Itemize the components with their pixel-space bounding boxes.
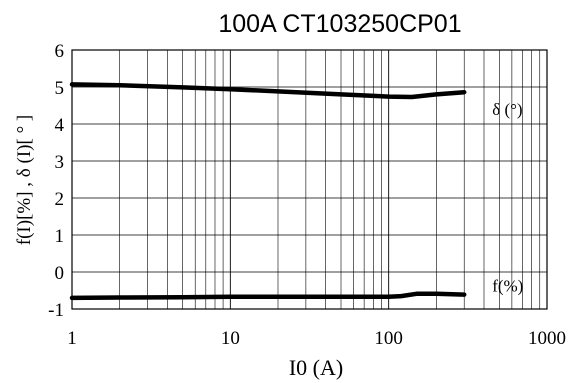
x-axis-label: I0 (A)	[289, 355, 343, 380]
series-label-0: δ (°)	[492, 100, 522, 119]
x-tick-labels: 1 10 100 1000	[67, 328, 566, 349]
y-tick-label: 6	[55, 41, 65, 62]
x-tick-label: 10	[221, 328, 240, 349]
y-tick-label: 0	[55, 263, 65, 284]
series-line-0	[69, 82, 467, 100]
y-tick-label: 2	[55, 189, 65, 210]
series-lines	[69, 82, 467, 301]
y-tick-label: 5	[55, 78, 65, 99]
plot-area-border	[71, 49, 548, 310]
series-label-1: f(%)	[492, 277, 523, 296]
y-tick-label: -1	[48, 300, 64, 321]
chart-title: 100A CT103250CP01	[218, 10, 461, 38]
x-tick-label: 100	[374, 328, 403, 349]
series-line-1	[69, 291, 467, 301]
y-axis-label: f(I)[%] , δ (I)[ ° ]	[14, 115, 35, 245]
grid	[72, 50, 547, 309]
y-tick-label: 1	[55, 226, 65, 247]
x-tick-label: 1	[67, 328, 77, 349]
y-tick-labels: -1 0 1 2 3 4 5 6	[48, 41, 64, 321]
y-tick-label: 4	[55, 115, 65, 136]
series-labels: δ (°) f(%)	[492, 100, 523, 295]
y-tick-label: 3	[55, 152, 65, 173]
x-tick-label: 1000	[528, 328, 566, 349]
